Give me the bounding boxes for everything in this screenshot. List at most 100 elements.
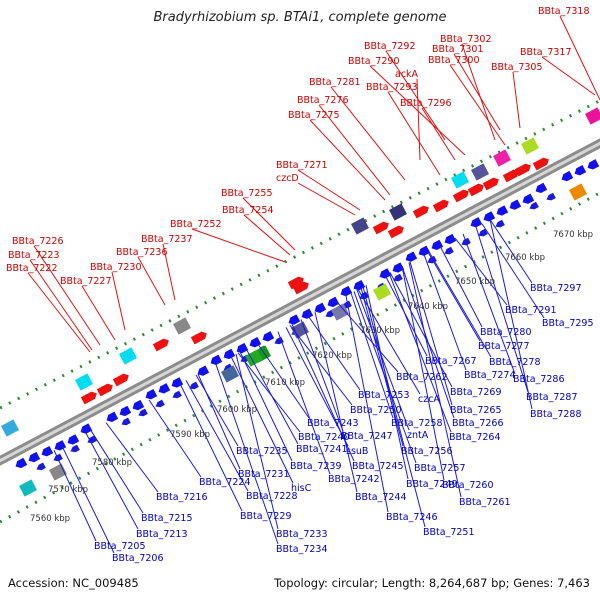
reverse-gene-label: BBta_7245 (352, 461, 404, 472)
genome-title: Bradyrhizobium sp. BTAi1, complete genom… (153, 10, 447, 25)
forward-gene-label: BBta_7318 (538, 6, 590, 17)
reverse-gene-label: BBta_7205 (94, 541, 146, 552)
forward-gene-arrow (452, 189, 469, 203)
reverse-gene-arrow (359, 291, 369, 300)
leader-line (353, 291, 417, 464)
reverse-gene-arrow (561, 170, 574, 182)
reverse-gene-label: BBta_7287 (526, 392, 578, 403)
reverse-gene-arrow (546, 192, 556, 201)
leader-line (185, 380, 249, 492)
kbp-label: 7620 kbp (312, 351, 352, 361)
leader-line (365, 284, 409, 480)
reverse-gene-arrow (138, 408, 148, 417)
leader-line (427, 252, 481, 342)
leader-line (369, 65, 466, 156)
leader-line (541, 56, 596, 96)
reverse-gene-label: BBta_7239 (290, 461, 342, 472)
leader-line (33, 245, 101, 346)
forward-gene-arrow (292, 281, 309, 295)
leader-line (335, 300, 399, 373)
forward-gene-label: BBta_7222 (6, 263, 58, 274)
leader-line (29, 259, 93, 351)
leader-line (197, 373, 241, 470)
forward-gene-label: BBta_7300 (428, 55, 480, 66)
reverse-gene-arrow (392, 262, 405, 273)
reverse-gene-label: BBta_7234 (276, 544, 328, 555)
forward-gene-label: BBta_7223 (8, 250, 60, 261)
reverse-gene-arrow (444, 246, 454, 255)
reverse-gene-arrow (172, 390, 182, 399)
reverse-gene-arrow (405, 251, 418, 262)
leader-line (61, 445, 115, 554)
forward-gene-arrow (372, 221, 389, 235)
forward-gene-arrow (287, 276, 304, 290)
reverse-gene-arrow (106, 411, 119, 422)
feature-block (493, 149, 511, 167)
leader-line (53, 449, 97, 542)
leader-line (475, 226, 529, 393)
reverse-gene-arrow (132, 399, 145, 411)
leader-line (401, 265, 445, 481)
reverse-gene-label: BBta_7216 (156, 492, 208, 503)
feature-block (585, 107, 600, 125)
reverse-gene-arrow (496, 205, 509, 216)
reverse-gene-arrow (529, 201, 539, 210)
reverse-gene-label: BBta_7250 (350, 405, 402, 416)
forward-gene-arrow (387, 225, 404, 239)
accession-text: Accession: NC_009485 (8, 576, 139, 590)
reverse-gene-label: BBta_7262 (396, 372, 448, 383)
leader-line (235, 353, 279, 530)
leader-line (461, 43, 496, 141)
reverse-gene-label: BBta_7247 (341, 431, 393, 442)
leader-line (242, 197, 296, 251)
forward-gene-label: BBta_7305 (491, 62, 543, 73)
forward-gene-label: BBta_7255 (221, 188, 273, 199)
reverse-gene-label: BBta_7266 (452, 418, 504, 429)
reverse-gene-label: BBta_7261 (459, 497, 511, 508)
reverse-gene-arrow (340, 285, 353, 297)
leader-line (389, 272, 453, 388)
leader-line (297, 182, 356, 216)
forward-gene-label: BBta_7296 (400, 98, 452, 109)
reverse-gene-arrow (119, 405, 132, 417)
reverse-gene-arrow (274, 336, 284, 345)
kbp-label: 7590 kbp (170, 430, 210, 440)
reverse-gene-arrow (327, 296, 340, 308)
reverse-gene-label: BBta_7244 (355, 492, 407, 503)
genome-summary: Topology: circular; Length: 8,264,687 bp… (274, 576, 590, 590)
reverse-gene-labels: BBta_7297 BBta_7291 BBta_7295 BBta_7280 BBta… (94, 283, 594, 564)
leader-line (512, 71, 521, 129)
leader-line (81, 285, 116, 341)
reverse-gene-arrow (189, 381, 199, 390)
kbp-label: 7650 kbp (455, 277, 495, 287)
reverse-gene-arrow (87, 435, 97, 444)
kbp-label: 7630 kbp (360, 326, 400, 336)
reverse-gene-label: zntA (407, 430, 429, 441)
forward-gene-arrow (96, 383, 113, 397)
leader-line (360, 287, 404, 447)
reverse-gene-arrow (67, 434, 80, 445)
reverse-gene-label: BBta_7256 (401, 446, 453, 457)
forward-gene-label: BBta_7254 (222, 205, 274, 216)
leader-line (409, 261, 453, 406)
feature-block (521, 137, 539, 155)
leader-line (489, 219, 533, 284)
kbp-label: 7560 kbp (30, 514, 70, 524)
reverse-gene-arrow (301, 308, 314, 319)
leader-line (423, 254, 467, 371)
reverse-gene-arrow (522, 193, 535, 204)
reverse-gene-arrow (431, 239, 444, 251)
leader-line (300, 319, 344, 432)
leader-line (439, 245, 483, 328)
reverse-gene-arrow (53, 453, 63, 462)
reverse-gene-label: BBta_7243 (307, 418, 359, 429)
reverse-gene-label: BBta_7257 (414, 463, 466, 474)
reverse-gene-arrow (249, 336, 262, 348)
forward-gene-label: BBta_7276 (297, 95, 349, 106)
feature-block (451, 171, 469, 189)
reverse-gene-label: BBta_7277 (478, 341, 530, 352)
reverse-gene-label: BBta_7264 (449, 432, 501, 443)
reverse-gene-arrow (121, 417, 131, 426)
reverse-gene-arrow (509, 199, 522, 210)
leader-line (256, 342, 310, 419)
